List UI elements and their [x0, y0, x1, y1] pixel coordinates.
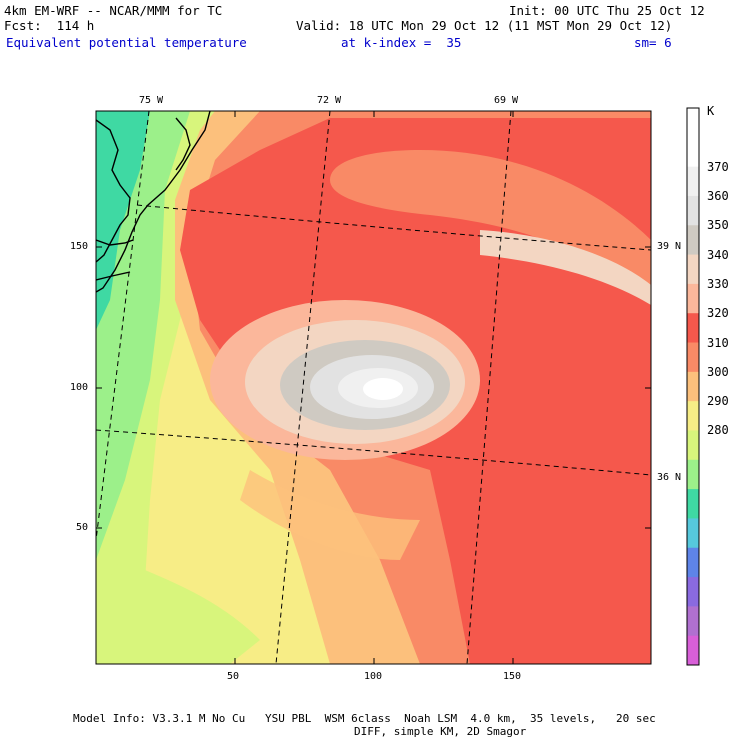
colorbar-swatch [687, 635, 699, 666]
lon-label-75w: 75 W [139, 95, 164, 106]
colorbar-unit: K [707, 104, 715, 118]
colorbar-swatch [687, 430, 699, 461]
axis-ticks [96, 111, 651, 664]
coastline [96, 111, 211, 293]
x-tick-100: 100 [364, 671, 383, 682]
colorbar-label: 300 [707, 364, 729, 379]
colorbar-label: 280 [707, 423, 729, 438]
x-tick-150: 150 [503, 671, 522, 682]
colorbar-frame [686, 107, 700, 666]
colorbar-swatch [687, 108, 699, 138]
model-info-physics: DIFF, simple KM, 2D Smagor [354, 725, 527, 738]
colorbar-label: 350 [707, 218, 729, 233]
colorbar-swatch [687, 371, 699, 402]
y-tick-50: 50 [76, 522, 89, 533]
lon-label-72w: 72 W [317, 95, 342, 106]
colorbar-swatch [687, 166, 699, 197]
colorbar-swatch [687, 342, 699, 373]
colorbar-swatch [687, 489, 699, 519]
y-tick-150: 150 [70, 241, 89, 252]
colorbar-label: 290 [707, 394, 729, 409]
forecast-hour: Fcst: 114 h [4, 18, 95, 33]
lon-label-69w: 69 W [494, 95, 519, 106]
init-time: Init: 00 UTC Thu 25 Oct 12 [509, 3, 705, 18]
model-title: 4km EM-WRF -- NCAR/MMM for TC [4, 3, 223, 18]
y-tick-100: 100 [70, 382, 89, 393]
colorbar-swatch [687, 459, 699, 490]
lat-label-36n: 36 N [657, 472, 682, 483]
theta-e-field [96, 111, 651, 664]
colorbar-label: 370 [707, 159, 729, 174]
graticule [96, 111, 651, 664]
colorbar-swatch [687, 606, 699, 637]
colorbar-swatch [687, 313, 699, 344]
colorbar-label: 360 [707, 188, 729, 203]
colorbar-swatch [687, 518, 699, 549]
lat-label-39n: 39 N [657, 241, 682, 252]
smoothing: sm= 6 [634, 35, 672, 50]
colorbar-swatch [687, 254, 699, 285]
k-index: at k-index = 35 [341, 35, 462, 50]
model-info: Model Info: V3.3.1 M No Cu YSU PBL WSM 6… [73, 712, 656, 725]
field-name: Equivalent potential temperature [6, 35, 247, 50]
colorbar-label: 330 [707, 276, 729, 291]
colorbar-swatch [687, 401, 699, 431]
colorbar-label: 320 [707, 306, 729, 321]
colorbar-swatch [687, 195, 699, 226]
colorbar-swatch [687, 225, 699, 256]
colorbar-swatch [687, 577, 699, 607]
colorbar [687, 108, 699, 666]
colorbar-label: 310 [707, 335, 729, 350]
colorbar-swatch [687, 547, 699, 578]
valid-time: Valid: 18 UTC Mon 29 Oct 12 (11 MST Mon … [296, 18, 673, 33]
colorbar-swatch [687, 283, 699, 314]
colorbar-label: 340 [707, 247, 729, 262]
x-tick-50: 50 [227, 671, 240, 682]
colorbar-swatch [687, 137, 699, 168]
